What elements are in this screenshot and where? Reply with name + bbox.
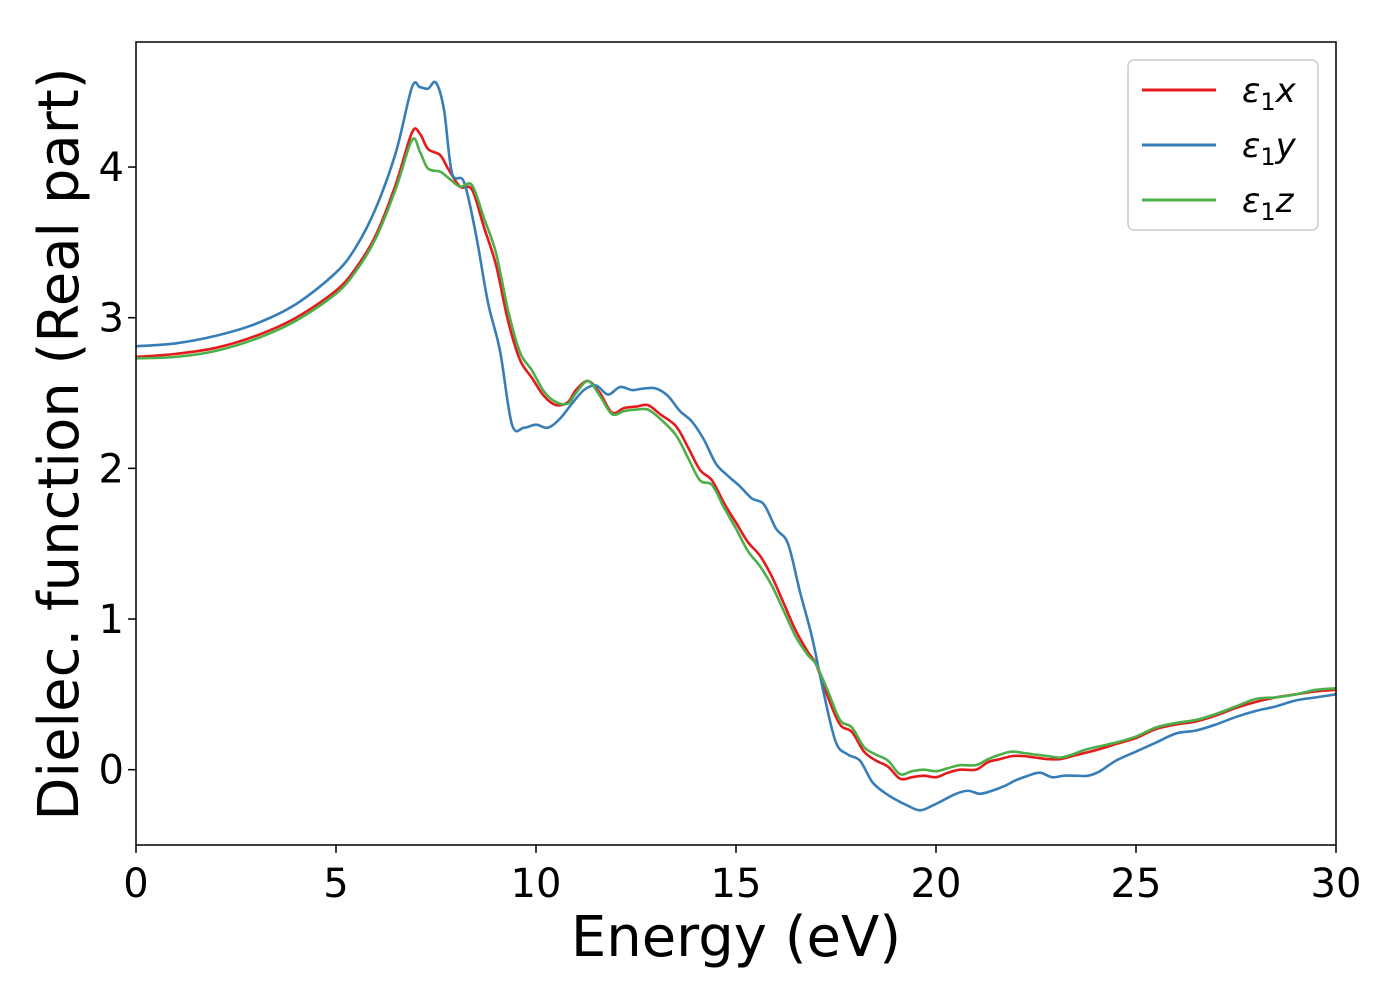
x-tick-label: 0 (123, 861, 148, 907)
legend: ε1x ε1y ε1z (1127, 59, 1319, 231)
x-tick-label: 20 (911, 861, 962, 907)
x-tick-label: 10 (511, 861, 562, 907)
y-tick-label: 4 (99, 145, 124, 191)
legend-box (1127, 59, 1319, 231)
x-axis-ticks: 0 5 10 15 20 25 30 (123, 845, 1361, 907)
legend-label-y: ε1y (1242, 126, 1297, 171)
y-axis-ticks: 0 1 2 3 4 (99, 145, 136, 794)
series-line-y (135, 80, 1337, 812)
x-axis-label: Energy (eV) (571, 905, 901, 970)
series-layer (135, 80, 1337, 812)
legend-label-z: ε1z (1242, 181, 1295, 226)
x-tick-label: 15 (711, 861, 762, 907)
series-line-x (135, 127, 1337, 781)
y-tick-label: 2 (99, 446, 124, 492)
legend-label-x: ε1x (1242, 71, 1297, 116)
y-axis-label: Dielec. function (Real part) (27, 67, 92, 820)
series-line-z (135, 137, 1337, 776)
y-tick-label: 3 (99, 296, 124, 342)
x-tick-label: 30 (1311, 861, 1362, 907)
y-tick-label: 1 (99, 597, 124, 643)
x-tick-label: 5 (323, 861, 348, 907)
y-tick-label: 0 (99, 748, 124, 794)
x-tick-label: 25 (1111, 861, 1162, 907)
